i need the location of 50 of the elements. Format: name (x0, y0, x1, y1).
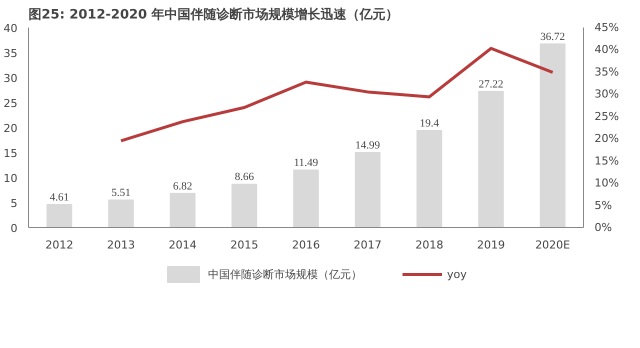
data-label: 14.99 (355, 140, 381, 152)
x-tick-label: 2016 (292, 238, 320, 252)
y2-tick-label: 10% (594, 176, 619, 190)
y-tick-label: 5 (10, 197, 18, 210)
y-tick-label: 40 (4, 22, 18, 35)
bar (478, 90, 504, 228)
y2-tick-label: 20% (594, 132, 619, 146)
y-tick-label: 25 (4, 97, 18, 110)
line-series (120, 46, 554, 142)
y2-tick-label: 5% (594, 198, 612, 212)
y-tick-label: 35 (4, 47, 18, 60)
bar (354, 152, 380, 228)
data-label: 5.51 (111, 186, 131, 199)
bar (108, 199, 134, 228)
x-tick-label: 2012 (45, 238, 74, 252)
legend-label: 中国伴随诊断市场规模（亿元） (208, 266, 362, 282)
legend-label: yoy (447, 268, 467, 280)
y2-tick-label: 40% (594, 43, 619, 56)
y-tick-label: 30 (4, 72, 18, 85)
x-tick-label: 2018 (415, 238, 444, 252)
bar (170, 192, 196, 228)
x-tick-label: 2013 (107, 238, 136, 252)
data-label: 27.22 (478, 78, 504, 90)
y2-tick-label: 35% (594, 65, 619, 78)
data-label: 8.66 (234, 171, 254, 184)
bar (540, 43, 566, 228)
bar (46, 204, 72, 228)
chart-title: 图25: 2012-2020 年中国伴随诊断市场规模增长迅速（亿元） (28, 6, 399, 22)
y-tick-label: 10 (4, 172, 18, 185)
bar (232, 184, 258, 228)
data-label: 19.4 (420, 118, 440, 130)
y2-tick-label: 25% (594, 110, 619, 123)
bar (293, 170, 319, 228)
y-tick-label: 0 (10, 222, 18, 235)
y-tick-label: 20 (4, 122, 18, 135)
x-tick-label: 2014 (168, 238, 197, 252)
y-tick-label: 15 (4, 147, 18, 160)
y2-tick-label: 45% (594, 21, 619, 34)
y2-tick-label: 0% (594, 221, 612, 234)
data-label: 4.61 (50, 191, 69, 204)
data-label: 11.49 (294, 157, 319, 170)
x-tick-label: 2019 (477, 238, 506, 252)
x-tick-label: 2020E (535, 238, 570, 252)
bar (416, 130, 442, 228)
data-label: 6.82 (173, 180, 192, 192)
y2-tick-label: 15% (594, 154, 619, 168)
x-tick-label: 2015 (230, 238, 258, 252)
y2-tick-label: 30% (594, 88, 619, 101)
data-label: 36.72 (540, 30, 566, 43)
x-tick-label: 2017 (354, 238, 382, 252)
